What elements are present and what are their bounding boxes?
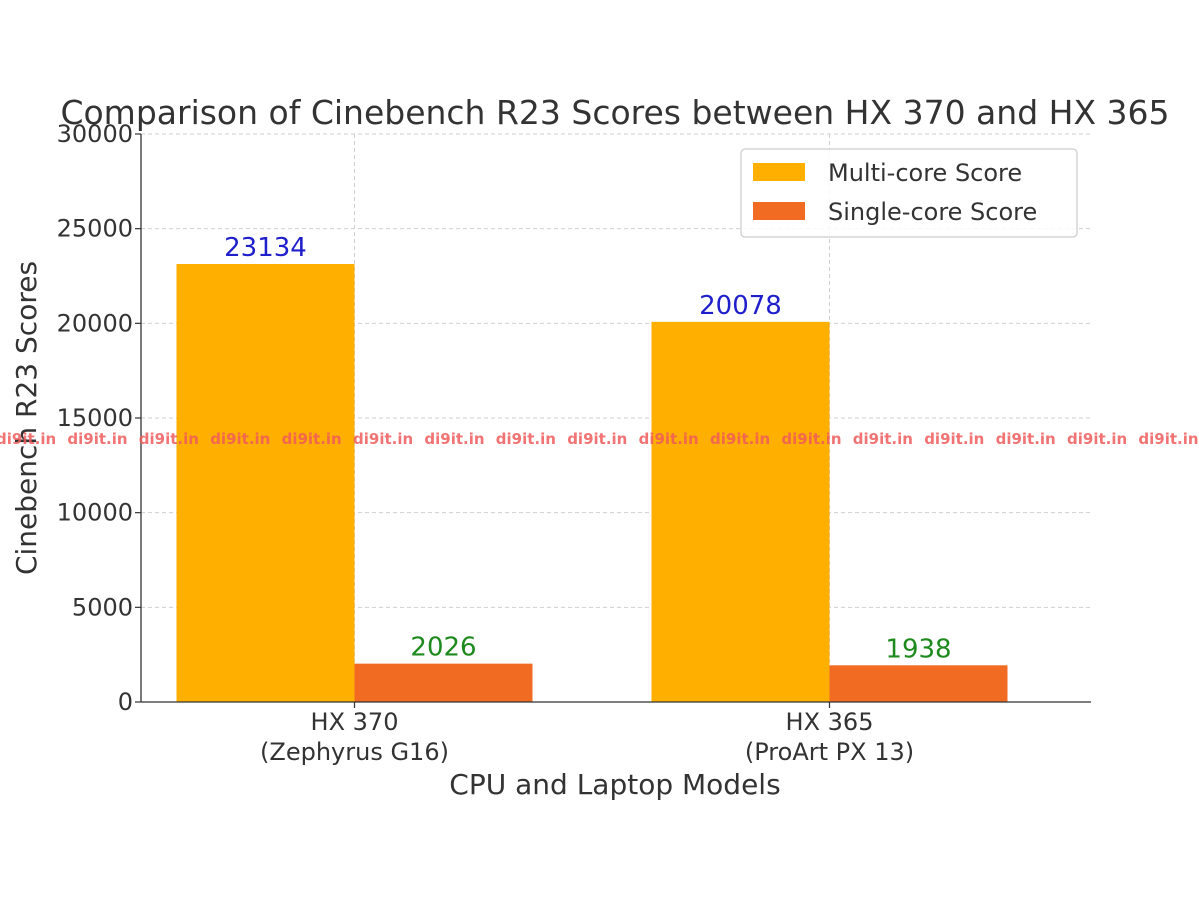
y-tick-label: 25000 bbox=[57, 215, 133, 243]
watermark-text: di9it.in bbox=[996, 430, 1056, 448]
watermark: di9it.in di9it.in di9it.in di9it.in di9it.in… bbox=[0, 430, 1199, 448]
bar-value-label: 20078 bbox=[699, 291, 782, 321]
y-ticks: 0 5000 10000 15000 20000 25000 30000 bbox=[57, 120, 141, 716]
watermark-text: di9it.in bbox=[853, 430, 913, 448]
legend-label-single-core: Single-core Score bbox=[828, 198, 1037, 226]
bars bbox=[176, 263, 1008, 702]
watermark-text: di9it.in bbox=[1138, 430, 1198, 448]
bar-multi-core bbox=[651, 321, 830, 702]
legend-label-multi-core: Multi-core Score bbox=[828, 159, 1022, 187]
y-axis-label: Cinebench R23 Scores bbox=[10, 261, 43, 575]
y-tick-label: 30000 bbox=[57, 120, 133, 148]
x-tick-label: HX 370 bbox=[311, 708, 399, 736]
bar-value-label: 2026 bbox=[410, 633, 476, 663]
y-tick-label: 0 bbox=[118, 688, 133, 716]
watermark-text: di9it.in bbox=[639, 430, 699, 448]
data-labels: 23134 20078 2026 1938 bbox=[224, 233, 951, 664]
x-tick-label: HX 365 bbox=[786, 708, 874, 736]
chart-title: Comparison of Cinebench R23 Scores betwe… bbox=[60, 93, 1169, 132]
x-tick-label: (Zephyrus G16) bbox=[260, 738, 449, 766]
bar-single-core bbox=[354, 663, 533, 702]
x-axis-label: CPU and Laptop Models bbox=[449, 768, 780, 801]
watermark-text: di9it.in bbox=[567, 430, 627, 448]
x-tick-label: (ProArt PX 13) bbox=[745, 738, 914, 766]
watermark-text: di9it.in bbox=[353, 430, 413, 448]
watermark-text: di9it.in bbox=[496, 430, 556, 448]
legend-swatch-single-core bbox=[753, 202, 805, 220]
x-ticks: HX 370(Zephyrus G16) HX 365(ProArt PX 13) bbox=[260, 702, 914, 766]
watermark-text: di9it.in bbox=[424, 430, 484, 448]
watermark-text: di9it.in bbox=[781, 430, 841, 448]
y-tick-label: 10000 bbox=[57, 499, 133, 527]
watermark-text: di9it.in bbox=[139, 430, 199, 448]
y-tick-label: 20000 bbox=[57, 309, 133, 337]
watermark-text: di9it.in bbox=[1067, 430, 1127, 448]
legend: Multi-core Score Single-core Score bbox=[740, 148, 1078, 238]
legend-frame bbox=[740, 148, 1078, 238]
bar-single-core bbox=[829, 665, 1008, 702]
watermark-text: di9it.in bbox=[710, 430, 770, 448]
watermark-text: di9it.in bbox=[0, 430, 56, 448]
legend-swatch-multi-core bbox=[753, 163, 805, 181]
bar-value-label: 1938 bbox=[885, 634, 951, 664]
y-tick-label: 15000 bbox=[57, 404, 133, 432]
watermark-text: di9it.in bbox=[924, 430, 984, 448]
y-tick-label: 5000 bbox=[72, 593, 133, 621]
watermark-text: di9it.in bbox=[67, 430, 127, 448]
bar-value-label: 23134 bbox=[224, 233, 307, 263]
bar-multi-core bbox=[176, 263, 355, 702]
watermark-text: di9it.in bbox=[210, 430, 270, 448]
watermark-text: di9it.in bbox=[282, 430, 342, 448]
